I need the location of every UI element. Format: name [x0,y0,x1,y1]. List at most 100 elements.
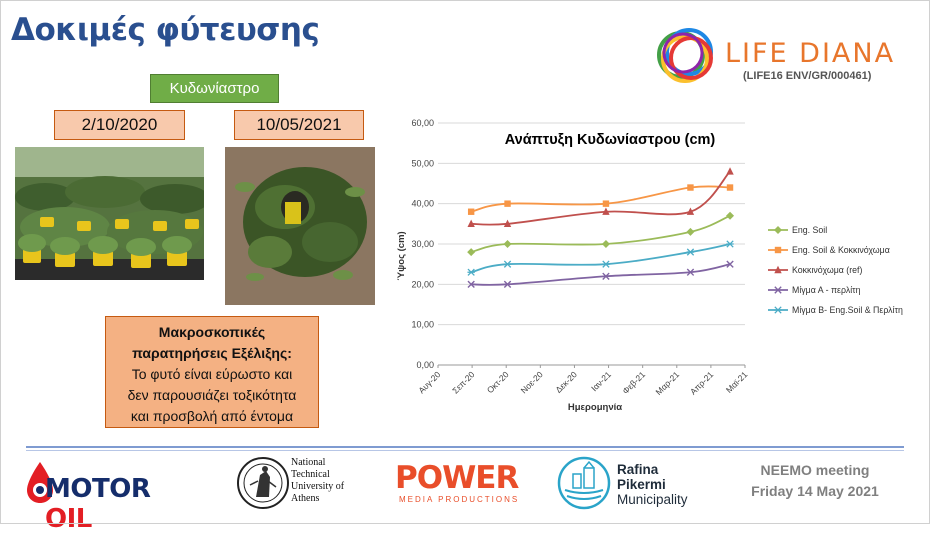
plant-photo-current [225,147,375,305]
chart-series-2 [467,184,734,215]
chart-legend-item: Κοκκινόχωμα (ref) [768,265,863,275]
rafina-name: Rafina Pikermi Municipality [617,462,688,507]
life-rings-icon [657,28,713,83]
chart-legend-label: Μίγμα Α - περλίτη [792,285,861,295]
ntua-seal-icon [237,457,289,509]
chart-x-tick-label: Αυγ-20 [416,369,442,395]
rafina-pikermi-logo: Rafina Pikermi Municipality [557,456,697,512]
chart-y-tick-label: 50,00 [411,158,434,168]
chart-series-1 [467,211,735,257]
observation-box: Μακροσκοπικές παρατηρήσεις Εξέλιξης: Το … [105,316,319,428]
chart-data-point [726,167,734,175]
chart-data-point [602,272,610,280]
rafina-name-line-1: Rafina [617,462,659,477]
chart-x-axis-label: Ημερομηνία [568,402,622,413]
power-media-logo: POWER MEDIA PRODUCTIONS [395,460,521,508]
chart-data-point [686,268,695,276]
observation-text-2: δεν παρουσιάζει τοξικότητα [127,387,297,403]
plant-name-label: Κυδωνίαστρο [150,74,279,103]
chart-x-tick-label: Νοε-20 [519,369,545,395]
motor-oil-word-motor: MOTOR [45,474,151,504]
chart-x-tick-label: Ιαν-21 [589,369,613,393]
chart-series-lines [467,167,735,289]
chart-legend-marker [774,226,782,234]
chart-data-point [686,227,695,236]
chart-legend-item: Eng. Soil [768,225,827,235]
chart-data-point [467,268,475,276]
ntua-logo: National Technical University of Athens [236,455,366,513]
chart-data-point [686,207,695,215]
chart-data-point [503,240,512,248]
power-wordmark: POWER [395,460,519,496]
chart-data-point [503,280,512,289]
chart-x-tick-label: Δεκ-20 [553,369,579,395]
chart-y-tick-label: 30,00 [411,239,434,249]
chart-x-tick-label: Φεβ-21 [620,369,647,396]
chart-legend-label: Κοκκινόχωμα (ref) [792,265,863,275]
growth-chart: 0,00 10,00 20,00 30,00 40,00 50,00 60,00 Αυγ-2… [396,118,903,413]
ntua-name-line-1: National [291,457,326,468]
chart-series-line [470,243,731,274]
motor-oil-word-oil: OIL [45,504,92,534]
meeting-name: NEEMO meeting [760,462,870,478]
chart-gridlines [437,122,746,368]
motor-oil-logo: MOTOR OIL [27,458,199,534]
chart-x-tick-label: Σεπ-20 [450,369,476,395]
chart-legend-label: Μίγμα Β- Eng.Soil & Περλίτη [792,305,903,315]
chart-legend-marker [774,265,782,274]
oil-drop-icon [27,462,53,503]
life-diana-logo: LIFE DIANA (LIFE16 ENV/GR/000461) [653,24,903,86]
chart-title: Ανάπτυξη Κυδωνίαστρου (cm) [505,132,716,148]
chart-x-tick-label: Οκτ-20 [485,369,511,395]
chart-legend-marker [774,286,782,294]
chart-series-3 [467,167,734,228]
chart-x-tick-label: Μαϊ-21 [724,369,750,395]
rafina-name-line-2: Pikermi [617,477,666,492]
chart-series-4 [467,260,734,289]
chart-legend-label: Eng. Soil [792,225,827,235]
chart-data-point [726,260,734,268]
chart-data-point [687,184,694,191]
chart-data-point [726,184,734,191]
chart-data-point [602,200,610,207]
chart-y-tick-label: 20,00 [411,279,434,289]
chart-y-axis-label: Ύψος (cm) [396,231,407,280]
chart-series-line [471,170,731,226]
chart-legend-marker [774,306,782,314]
chart-y-tick-label: 10,00 [411,320,434,330]
chart-x-tick-labels: Αυγ-20 Σεπ-20 Οκτ-20 Νοε-20 Δεκ-20 Ιαν-21 Φεβ-… [416,369,749,397]
chart-data-point [504,200,511,207]
chart-legend-item: Μίγμα Α - περλίτη [768,285,861,295]
chart-legend: Eng. Soil Eng. Soil & Κοκκινόχωμα Κοκκινόχ… [768,225,903,315]
rafina-emblem-icon [557,456,611,510]
chart-data-point [601,240,610,248]
chart-data-point [467,208,475,215]
date-label-start: 2/10/2020 [54,110,185,140]
life-project-code: (LIFE16 ENV/GR/000461) [743,70,872,82]
ntua-name-line-2: Technical [291,469,330,480]
chart-y-tick-labels: 0,00 10,00 20,00 30,00 40,00 50,00 60,00 [411,118,434,370]
observation-text-1: Το φυτό είναι εύρωστο και [131,366,293,382]
rafina-name-line-3: Municipality [617,492,688,507]
chart-data-point [602,260,610,268]
chart-legend-item: Μίγμα Β- Eng.Soil & Περλίτη [768,305,903,315]
chart-x-tick-label: Απρ-21 [688,369,716,397]
ntua-name: National Technical University of Athens [291,457,344,505]
chart-data-point [686,248,695,256]
observation-heading-1: Μακροσκοπικές [158,324,266,340]
chart-y-tick-label: 60,00 [411,118,434,128]
chart-data-point [503,219,512,228]
chart-data-point [726,211,735,220]
ntua-name-line-4: Athens [291,493,320,504]
chart-x-tick-label: Μαρ-21 [654,369,682,397]
footer-divider [26,446,904,448]
chart-legend-label: Eng. Soil & Κοκκινόχωμα [792,245,890,255]
meeting-info: NEEMO meeting Friday 14 May 2021 [738,460,892,502]
chart-series-5 [467,240,734,276]
date-label-end: 10/05/2021 [234,110,364,140]
motor-oil-wordmark: MOTOR OIL [45,474,199,534]
footer-divider-thin [26,450,904,451]
observation-text-3: και προσβολή από έντομα [130,408,294,424]
chart-data-point [503,260,512,268]
